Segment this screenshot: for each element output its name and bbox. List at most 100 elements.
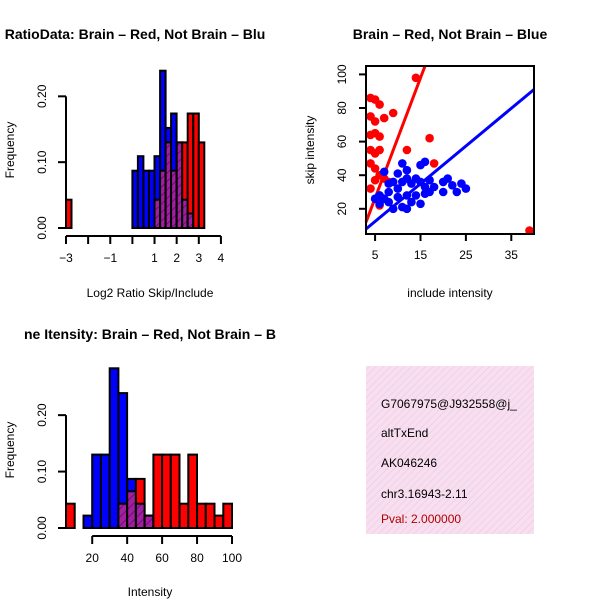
ratio-plot-area: 0.00 0.10 0.20 −3 −1 1 2 3 4 [35, 69, 225, 265]
scatter-plot-area: 5 15 25 35 20 40 60 80 100 [335, 64, 535, 262]
scatter-point-not-brain [379, 167, 389, 177]
scatter-point-not-brain [443, 174, 453, 183]
scatter-point-not-brain [393, 169, 403, 178]
intensity-plot-area: 0.00 0.10 0.20 20 40 60 80 100 [35, 367, 242, 565]
intensity-bar-brain [117, 502, 129, 530]
scatter-point-brain [402, 145, 412, 155]
intensity-bar-not-brain [91, 453, 102, 530]
intensity-bar-not-brain [82, 514, 94, 529]
info-panel: G7067975@J932558@j_ altTxEnd AK046246 ch… [366, 366, 534, 534]
scatter-point-brain [370, 117, 380, 126]
ratio-y-tick-label: 0.00 [35, 216, 49, 240]
intensity-bar-brain [161, 453, 172, 530]
intensity-x-tick-label: 20 [86, 551, 100, 565]
scatter-panel: Brain – Red, Not Brain – Blue 5 15 25 35 20 4… [303, 26, 547, 300]
intensity-y-axis-label: Frequency [3, 422, 17, 479]
intensity-bar-brain [204, 502, 216, 530]
scatter-point-not-brain [448, 181, 457, 190]
ratio-x-tick-label: −1 [103, 251, 117, 265]
intensity-bar-not-brain [99, 453, 111, 530]
scatter-x-axis-label: include intensity [407, 286, 492, 300]
scatter-x-tick-label: 5 [372, 248, 379, 262]
scatter-point-not-brain [438, 187, 448, 197]
scatter-point-not-brain [375, 199, 384, 209]
ratio-chart-title: RatioData: Brain – Red, Not Brain – Blu [5, 26, 266, 42]
scatter-point-not-brain [384, 187, 394, 197]
scatter-point-brain [525, 226, 534, 235]
intensity-bar-brain [143, 514, 155, 529]
intensity-x-axis: 20 40 60 80 100 [86, 535, 242, 565]
scatter-point-not-brain [393, 192, 403, 202]
scatter-point-not-brain [388, 204, 398, 214]
info-line-accession: AK046246 [381, 456, 437, 470]
scatter-point-not-brain [416, 199, 425, 209]
scatter-point-brain [366, 184, 375, 193]
scatter-point-brain [429, 159, 439, 168]
ratio-y-tick-label: 0.10 [35, 150, 49, 174]
intensity-bar-not-brain [108, 367, 120, 529]
intensity-x-tick-label: 60 [155, 551, 169, 565]
ratio-x-tick-label: 3 [195, 251, 202, 265]
info-pvalue: Pval: 2.000000 [381, 512, 461, 526]
info-line-event-id: G7067975@J932558@j_ [381, 397, 517, 411]
ratio-bar-brain [197, 141, 206, 229]
scatter-point-brain [375, 100, 384, 109]
ratio-x-tick-label: −3 [59, 251, 73, 265]
intensity-bar-not-brain [134, 502, 146, 530]
scatter-y-tick-label: 20 [335, 202, 349, 216]
scatter-point-brain [375, 145, 384, 155]
scatter-plot-frame [365, 65, 535, 235]
ratio-y-axis: 0.00 0.10 0.20 [35, 84, 67, 240]
scatter-point-brain [411, 73, 421, 83]
scatter-point-brain [425, 133, 434, 143]
scatter-point-not-brain [461, 184, 471, 193]
scatter-point-brain [370, 164, 380, 173]
ratio-x-tick-label: 4 [218, 251, 225, 265]
scatter-point-not-brain [420, 157, 430, 167]
scatter-point-brain [379, 113, 389, 123]
info-panel-background [366, 366, 534, 534]
intensity-bar-brain [152, 453, 164, 530]
intensity-bar-brain [178, 502, 190, 530]
scatter-point-not-brain [425, 187, 434, 197]
intensity-bar-brain [187, 453, 199, 530]
scatter-point-not-brain [425, 175, 434, 185]
scatter-point-not-brain [407, 197, 416, 207]
ratio-histogram-panel: RatioData: Brain – Red, Not Brain – Blu … [3, 26, 265, 300]
scatter-chart-title: Brain – Red, Not Brain – Blue [353, 26, 548, 42]
intensity-bar-brain [126, 490, 137, 529]
scatter-y-tick-label: 100 [335, 64, 349, 84]
scatter-y-tick-label: 80 [335, 101, 349, 115]
info-line-event-type: altTxEnd [381, 426, 428, 440]
ratio-x-tick-label: 2 [173, 251, 180, 265]
ratio-x-axis-label: Log2 Ratio Skip/Include [87, 286, 214, 300]
scatter-point-not-brain [402, 191, 412, 200]
scatter-x-tick-label: 35 [505, 248, 519, 262]
intensity-x-tick-label: 80 [190, 551, 204, 565]
scatter-point-not-brain [402, 165, 412, 175]
intensity-bar-brain [213, 514, 225, 529]
intensity-chart-title: ne Itensity: Brain – Red, Not Brain – B [24, 326, 276, 342]
scatter-point-not-brain [411, 191, 421, 200]
scatter-point-not-brain [452, 187, 462, 197]
intensity-bar-brain [65, 502, 76, 530]
intensity-x-axis-label: Intensity [128, 585, 173, 599]
scatter-x-tick-label: 15 [414, 248, 428, 262]
scatter-y-axis: 20 40 60 80 100 [335, 64, 366, 215]
intensity-histogram-panel: ne Itensity: Brain – Red, Not Brain – B … [3, 326, 276, 599]
scatter-point-not-brain [398, 159, 407, 168]
info-line-cluster: chr3.16943-2.11 [381, 487, 468, 501]
scatter-point-not-brain [384, 197, 394, 207]
intensity-y-axis: 0.00 0.10 0.20 [35, 403, 67, 540]
scatter-x-axis: 5 15 25 35 [372, 234, 519, 262]
intensity-x-tick-label: 100 [222, 551, 242, 565]
scatter-point-brain [370, 175, 380, 185]
intensity-y-tick-label: 0.00 [35, 516, 49, 540]
scatter-y-axis-label: skip intensity [303, 116, 317, 185]
intensity-bar-brain [196, 502, 207, 530]
scatter-point-brain [375, 132, 384, 141]
ratio-y-axis-label: Frequency [3, 122, 17, 179]
intensity-bar-brain [222, 502, 234, 530]
intensity-y-tick-label: 0.10 [35, 460, 49, 484]
